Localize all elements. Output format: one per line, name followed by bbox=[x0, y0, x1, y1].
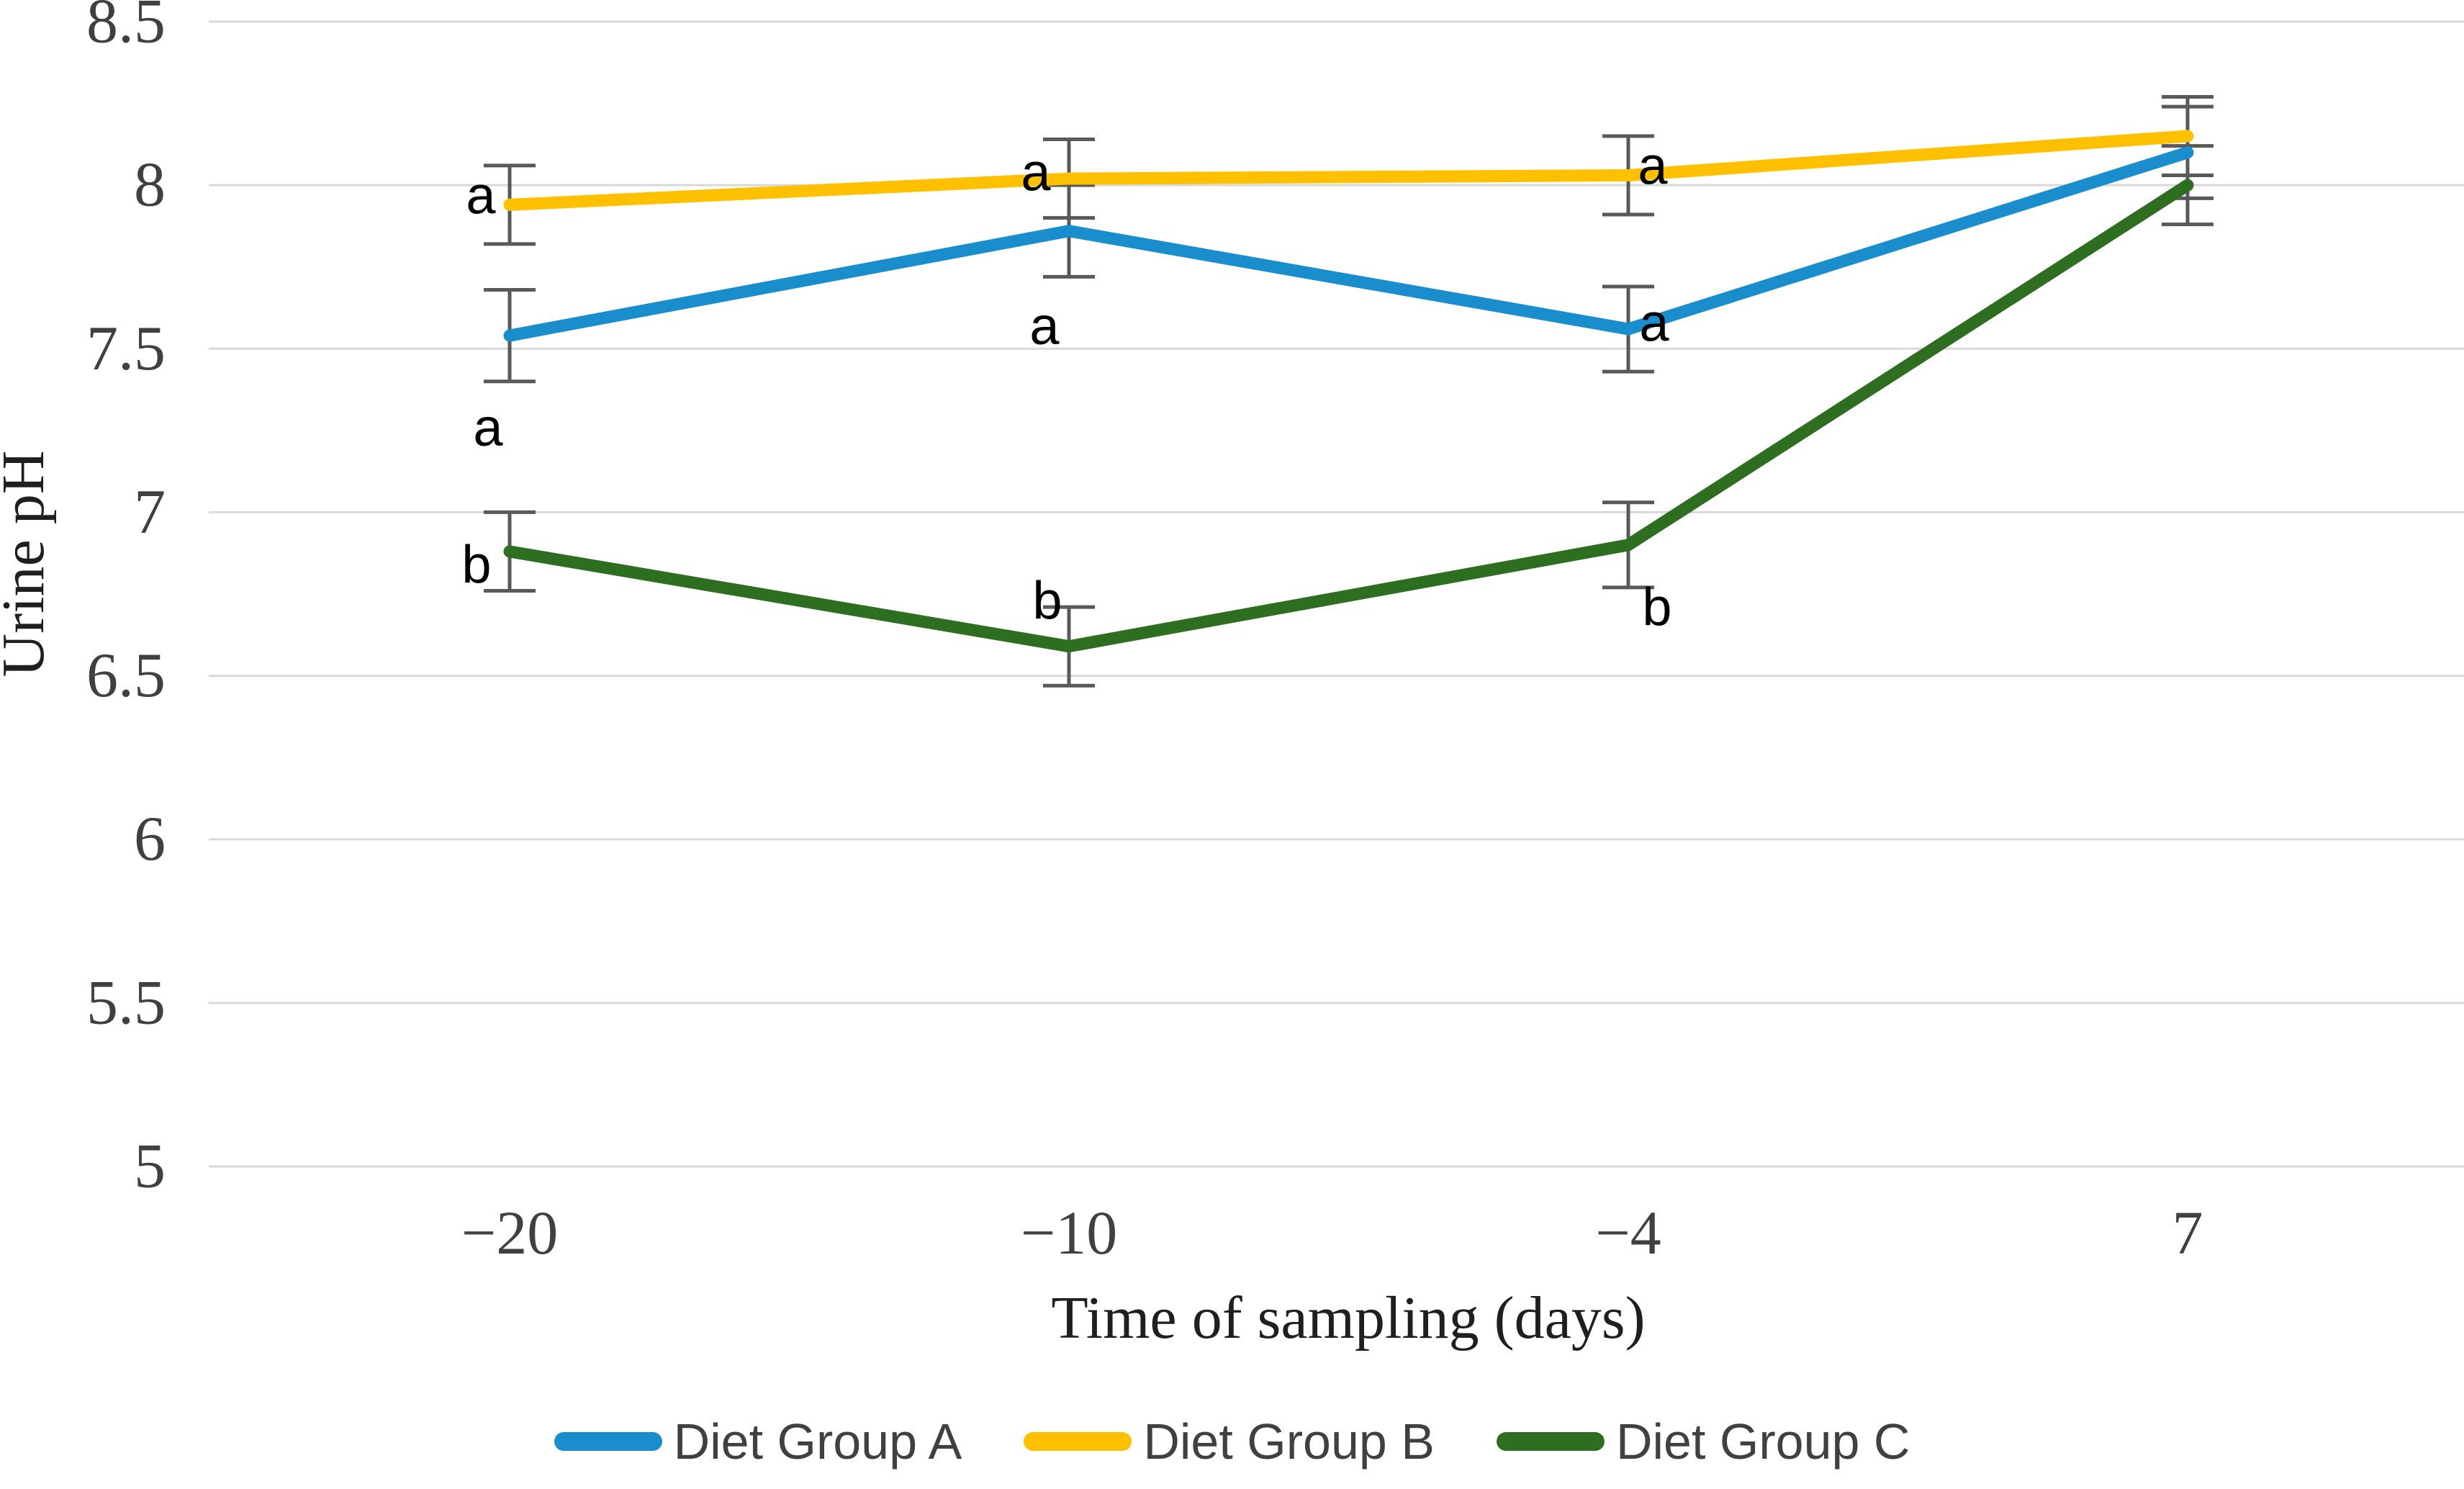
legend-label: Diet Group A bbox=[673, 1413, 962, 1470]
significance-letter: b bbox=[461, 535, 491, 595]
y-axis-tick-label: 8 bbox=[134, 150, 166, 220]
legend-line-swatch bbox=[554, 1432, 662, 1451]
legend-label: Diet Group B bbox=[1143, 1413, 1435, 1470]
legend-item-diet-group-a: Diet Group A bbox=[554, 1413, 962, 1470]
significance-letter: a bbox=[473, 397, 503, 457]
series-lines-group bbox=[503, 130, 2194, 653]
significance-letter: b bbox=[1032, 571, 1062, 631]
x-axis-tick-label: −4 bbox=[1595, 1198, 1661, 1267]
y-axis-tick-label: 6 bbox=[134, 804, 166, 874]
legend: Diet Group A Diet Group B Diet Group C bbox=[0, 1413, 2464, 1470]
y-axis-tick-label: 8.5 bbox=[86, 0, 166, 57]
series-line-diet-group-a bbox=[503, 146, 2194, 342]
significance-letter: a bbox=[1638, 135, 1668, 195]
y-axis-tick-labels: 8.5 8 7.5 7 6.5 6 5.5 5 bbox=[86, 0, 166, 1202]
x-axis-tick-label: 7 bbox=[2172, 1198, 2203, 1267]
y-axis-tick-label: 5 bbox=[134, 1132, 166, 1202]
y-axis-tick-label: 5.5 bbox=[86, 968, 166, 1038]
x-axis-title: Time of sampling (days) bbox=[1051, 1285, 1645, 1351]
y-axis-tick-label: 7.5 bbox=[86, 314, 166, 384]
significance-letter: a bbox=[1029, 296, 1060, 356]
legend-item-diet-group-b: Diet Group B bbox=[1024, 1413, 1435, 1470]
y-axis-tick-label: 6.5 bbox=[86, 641, 166, 711]
significance-letters-group: a a b a a b a a b bbox=[461, 135, 1671, 636]
x-axis-tick-label: −10 bbox=[1021, 1198, 1118, 1267]
significance-letter: a bbox=[466, 165, 496, 225]
significance-letter: b bbox=[1642, 577, 1671, 637]
y-axis-title: Urine pH bbox=[0, 451, 57, 678]
y-axis-tick-label: 7 bbox=[134, 477, 166, 547]
x-axis-tick-label: −20 bbox=[461, 1198, 559, 1267]
series-line-diet-group-c bbox=[503, 179, 2194, 653]
significance-letter: a bbox=[1639, 292, 1669, 352]
legend-line-swatch bbox=[1496, 1432, 1605, 1451]
x-axis-tick-labels: −20 −10 −4 7 bbox=[461, 1198, 2203, 1267]
legend-item-diet-group-c: Diet Group C bbox=[1496, 1413, 1910, 1470]
significance-letter: a bbox=[1021, 142, 1051, 202]
legend-line-swatch bbox=[1024, 1432, 1132, 1451]
series-line-diet-group-b bbox=[503, 130, 2194, 211]
legend-label: Diet Group C bbox=[1615, 1413, 1910, 1470]
gridlines-group bbox=[209, 20, 2464, 1168]
